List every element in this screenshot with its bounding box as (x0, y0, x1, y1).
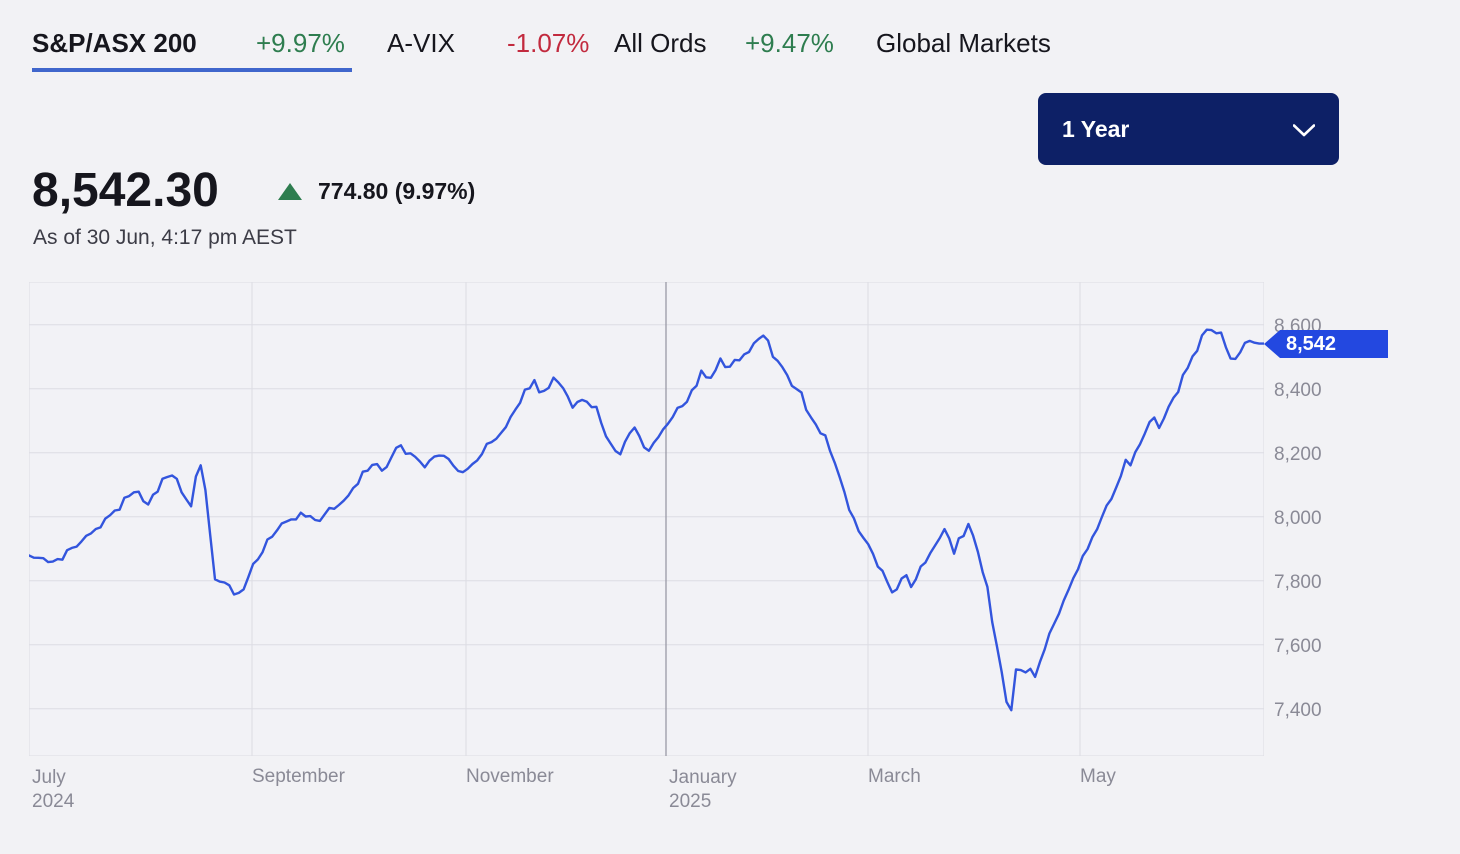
svg-text:8,542: 8,542 (1286, 333, 1336, 355)
